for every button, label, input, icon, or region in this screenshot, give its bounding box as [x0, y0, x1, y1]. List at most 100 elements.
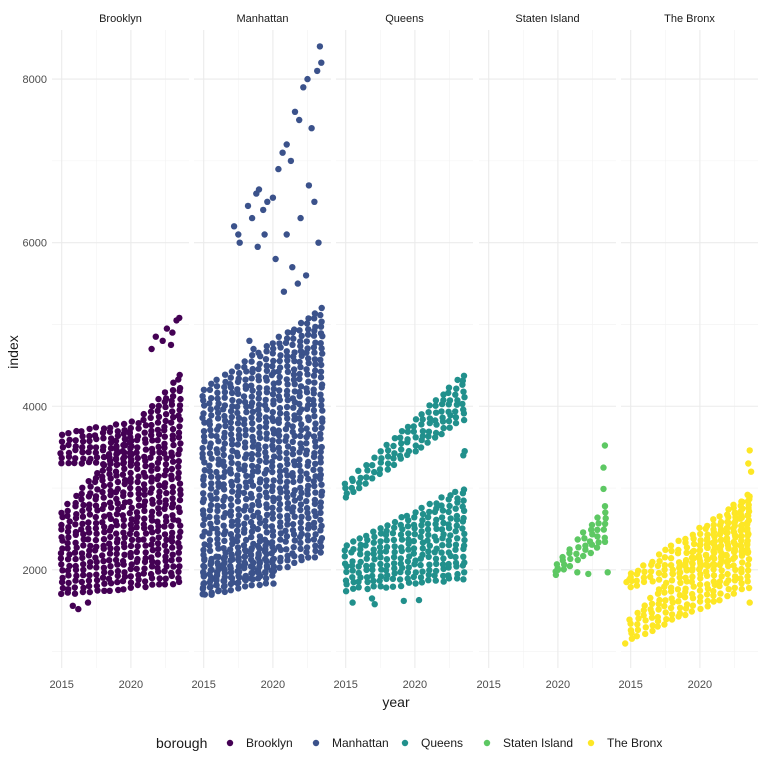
data-point	[275, 333, 282, 340]
data-point	[342, 577, 350, 584]
data-point	[256, 514, 263, 521]
data-point	[283, 348, 290, 355]
data-point	[304, 75, 311, 83]
data-point	[277, 519, 284, 526]
data-point	[85, 582, 93, 590]
data-point	[243, 495, 250, 503]
data-point	[256, 434, 264, 442]
data-point	[745, 584, 753, 592]
data-point	[641, 568, 648, 575]
data-point	[100, 501, 108, 508]
data-point	[154, 465, 161, 472]
data-point	[221, 371, 229, 378]
data-point	[149, 403, 156, 410]
data-point	[350, 578, 357, 586]
data-point	[676, 610, 684, 617]
data-point	[105, 575, 113, 582]
data-point	[356, 484, 363, 492]
data-point	[221, 468, 229, 476]
data-point	[704, 531, 711, 538]
data-point	[432, 397, 440, 404]
data-point	[389, 583, 397, 590]
data-point	[79, 438, 87, 445]
data-point	[115, 506, 122, 513]
data-point	[263, 348, 270, 355]
data-point	[376, 466, 384, 473]
data-point	[580, 552, 587, 560]
data-point	[459, 503, 466, 510]
data-point	[263, 466, 270, 474]
data-point	[227, 587, 234, 594]
data-point	[369, 475, 376, 482]
data-point	[438, 514, 446, 521]
data-point	[235, 488, 242, 495]
data-point	[697, 558, 704, 565]
data-point	[377, 560, 384, 568]
data-point	[148, 467, 155, 474]
data-point	[305, 475, 312, 483]
data-point	[460, 486, 468, 493]
data-point	[140, 536, 147, 543]
data-point	[175, 463, 182, 470]
data-point	[681, 594, 689, 601]
data-point	[689, 573, 696, 580]
data-point	[121, 465, 128, 472]
data-point	[300, 84, 307, 91]
data-point	[655, 576, 663, 583]
data-point	[310, 344, 318, 351]
data-point	[275, 438, 283, 445]
data-point	[317, 311, 324, 319]
data-point	[296, 462, 303, 469]
data-point	[312, 443, 319, 450]
data-point	[249, 352, 256, 359]
data-point	[269, 409, 276, 416]
data-point	[738, 585, 745, 593]
data-point	[305, 378, 312, 385]
data-point	[716, 597, 723, 604]
data-point	[72, 577, 79, 584]
data-point	[200, 473, 207, 480]
data-point	[383, 556, 391, 563]
data-point	[221, 588, 228, 596]
data-point	[275, 444, 282, 451]
data-point	[280, 288, 288, 295]
data-point	[121, 499, 129, 506]
data-point	[66, 436, 73, 444]
data-point	[731, 547, 738, 555]
data-point	[254, 498, 262, 505]
data-point	[234, 460, 242, 468]
data-point	[256, 429, 263, 437]
data-point	[254, 463, 262, 471]
data-point	[601, 503, 609, 510]
data-point	[64, 500, 71, 508]
data-point	[370, 546, 377, 553]
data-point	[689, 531, 696, 538]
data-point	[261, 536, 269, 543]
data-point	[78, 550, 86, 557]
data-point	[348, 475, 356, 482]
data-point	[356, 479, 363, 487]
data-point	[310, 396, 317, 404]
data-point	[454, 397, 461, 404]
data-point	[440, 391, 447, 398]
data-point	[601, 442, 609, 449]
data-point	[154, 437, 161, 444]
data-point	[214, 540, 221, 547]
data-point	[297, 432, 304, 440]
data-point	[71, 590, 79, 597]
data-point	[199, 507, 207, 514]
data-point	[419, 510, 427, 518]
data-point	[208, 455, 215, 462]
data-point	[133, 548, 140, 556]
data-point	[703, 568, 710, 575]
data-point	[356, 535, 363, 542]
data-point	[161, 389, 169, 396]
data-point	[133, 509, 141, 516]
data-point	[305, 315, 312, 322]
data-point	[93, 577, 101, 584]
data-point	[461, 530, 468, 538]
data-point	[311, 356, 319, 363]
data-point	[269, 504, 276, 511]
data-point	[661, 554, 669, 561]
data-point	[78, 578, 86, 586]
